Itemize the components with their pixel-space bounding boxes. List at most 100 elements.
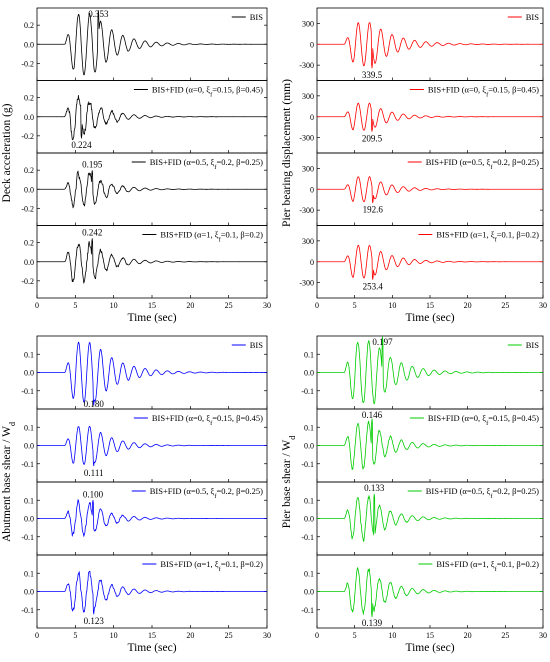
y-tick-label: -0.1 (301, 533, 314, 542)
y-tick-label: -300 (299, 206, 314, 215)
y-tick-label: -0.2 (21, 204, 34, 213)
pier-shear-panel-1: -0.1 0.0 0.1 BIS 0.197 (301, 335, 544, 410)
y-tick-label: 0.2 (24, 166, 34, 175)
pier-displacement-series-line-1 (316, 22, 544, 69)
x-tick-label: 15 (426, 301, 434, 310)
abutment-shear-panel-2: -0.1 0.0 0.1 BIS+FID (α=0, ξf=0.15, β=0.45)… (21, 408, 268, 483)
y-tick-label: -0.2 (21, 59, 34, 68)
y-tick-label: 0.0 (24, 369, 34, 378)
pier-shear-chart: -0.1 0.0 0.1 BIS 0.197 -0.1 0.0 0.1 BIS+FID (α=0… (281, 335, 547, 654)
pier-displacement-panel-2: -300 0 300 BIS+FID (α=0, ξf=0.15, β=0.45) 20… (299, 80, 544, 154)
x-tick-label: 30 (263, 631, 271, 640)
y-tick-label: 0.1 (304, 350, 314, 359)
x-tick-label: 0 (35, 631, 39, 640)
peak-value-label: 0.133 (364, 483, 385, 493)
x-tick-label: 10 (110, 631, 118, 640)
x-tick-label: 30 (539, 631, 547, 640)
y-tick-label: -0.1 (21, 387, 34, 396)
legend-label: BIS+FID (α=0, ξf=0.15, β=0.45) (152, 85, 263, 99)
legend-label: BIS+FID (α=0.5, ξf=0.2, β=0.25) (150, 486, 263, 500)
y-tick-label: 300 (302, 92, 314, 101)
x-tick-label: 10 (388, 301, 396, 310)
x-tick-label: 0 (315, 631, 319, 640)
deck-chart: -0.2 0.0 0.2 BIS 0.353 -0.2 0.0 0.2 BIS+FID (α=0… (1, 7, 271, 324)
x-tick-label: 10 (110, 301, 118, 310)
y-tick-label: 0.1 (304, 496, 314, 505)
x-tick-label: 25 (225, 301, 233, 310)
legend-label: BIS (526, 340, 540, 350)
y-axis-label: Pier base shear / Wd (281, 436, 297, 529)
peak-value-label: 0.242 (82, 228, 102, 238)
x-tick-label: 10 (388, 631, 396, 640)
legend-label: BIS+FID (α=0.5, ξf=0.2, β=0.25) (426, 157, 539, 171)
y-tick-label: -0.1 (21, 460, 34, 469)
y-tick-label: 0.0 (24, 185, 34, 194)
deck-series-line-1 (36, 10, 268, 76)
x-tick-label: 15 (148, 631, 156, 640)
y-tick-label: 0.0 (304, 369, 314, 378)
y-tick-label: -0.1 (301, 460, 314, 469)
x-tick-label: 20 (464, 631, 472, 640)
legend-label: BIS+FID (α=0, ξf=0.15, β=0.45) (428, 85, 539, 99)
y-tick-label: -300 (299, 61, 314, 70)
x-tick-label: 15 (426, 631, 434, 640)
pier-shear-panel-4: -0.1 0.0 0.1 BIS+FID (α=1, ξf=0.1, β=0.2) 0.… (301, 554, 544, 629)
x-tick-label: 20 (186, 301, 194, 310)
peak-value-label: 0.224 (71, 140, 92, 150)
y-tick-label: -0.1 (21, 606, 34, 615)
y-tick-label: 0 (310, 258, 314, 267)
y-tick-label: 0.0 (24, 258, 34, 267)
abutment-shear-series-line-4 (36, 570, 268, 615)
x-tick-label: 0 (35, 301, 39, 310)
y-axis-label: Pier bearing displacement (mm) (281, 79, 293, 227)
y-tick-label: 0.2 (24, 239, 34, 248)
peak-value-label: 0.180 (84, 399, 105, 409)
x-tick-label: 25 (501, 631, 509, 640)
legend-label: BIS+FID (α=1, ξf=0.1, β=0.2) (436, 230, 539, 244)
abutment-shear-panel-3: -0.1 0.0 0.1 BIS+FID (α=0.5, ξf=0.2, β=0.25… (21, 481, 268, 556)
y-tick-label: 0.0 (304, 588, 314, 597)
y-tick-label: 0.1 (24, 350, 34, 359)
legend-label: BIS+FID (α=0.5, ξf=0.2, β=0.25) (150, 157, 263, 171)
legend-label: BIS+FID (α=1, ξf=0.1, β=0.2) (160, 559, 263, 573)
pier-shear-series-line-1 (316, 336, 544, 405)
y-tick-label: 0 (310, 40, 314, 49)
y-tick-label: 0.1 (24, 496, 34, 505)
pier-shear-series-line-3 (316, 493, 544, 542)
y-axis-label: Deck acceleration (g) (1, 103, 13, 202)
x-tick-label: 20 (186, 631, 194, 640)
pier-displacement-series-line-3 (316, 176, 544, 204)
y-tick-label: 0 (310, 113, 314, 122)
x-tick-label: 15 (148, 301, 156, 310)
deck-panel-4: -0.2 0.0 0.2 BIS+FID (α=1, ξf=0.1, β=0.2) 0.… (21, 225, 268, 299)
y-tick-label: 300 (302, 19, 314, 28)
pier-displacement-panel-1: -300 0 300 BIS 339.5 (299, 7, 544, 81)
peak-value-label: 209.5 (362, 133, 383, 143)
y-tick-label: 0.2 (24, 94, 34, 103)
x-tick-label: 0 (315, 301, 319, 310)
peak-value-label: 0.353 (88, 9, 109, 19)
y-tick-label: 0.0 (304, 442, 314, 451)
y-tick-label: -0.1 (301, 606, 314, 615)
legend-label: BIS+FID (α=1, ξf=0.1, β=0.2) (160, 230, 263, 244)
x-tick-label: 30 (539, 301, 547, 310)
x-tick-label: 5 (73, 631, 77, 640)
peak-value-label: 0.195 (82, 160, 103, 170)
y-tick-label: 0.0 (24, 40, 34, 49)
x-axis-label: Time (sec) (127, 642, 176, 654)
y-tick-label: -0.2 (21, 277, 34, 286)
pier-displacement-panel-4: -300 0 300 BIS+FID (α=1, ξf=0.1, β=0.2) 253.… (299, 225, 544, 299)
deck-series-line-2 (36, 94, 268, 141)
y-tick-label: -0.2 (21, 132, 34, 141)
y-tick-label: 0.2 (24, 21, 34, 30)
pier-shear-series-line-4 (316, 567, 544, 618)
abutment-shear-chart: -0.1 0.0 0.1 BIS 0.180 -0.1 0.0 0.1 BIS+FID (α=0… (1, 335, 271, 654)
y-tick-label: -300 (299, 279, 314, 288)
y-tick-label: 0.1 (24, 423, 34, 432)
peak-value-label: 253.4 (363, 281, 384, 291)
y-tick-label: 0.1 (304, 569, 314, 578)
deck-panel-3: -0.2 0.0 0.2 BIS+FID (α=0.5, ξf=0.2, β=0.25… (21, 152, 268, 226)
y-tick-label: -0.1 (301, 387, 314, 396)
y-tick-label: 0.0 (24, 113, 34, 122)
